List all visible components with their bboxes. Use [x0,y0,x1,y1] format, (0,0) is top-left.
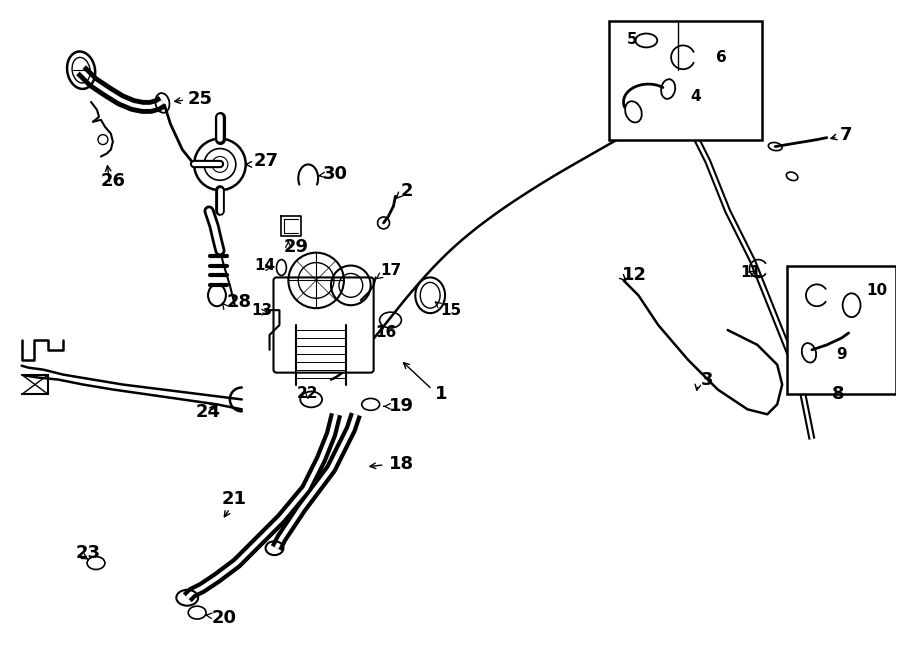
Text: 15: 15 [440,303,461,318]
Text: 23: 23 [76,544,100,562]
Text: 7: 7 [840,126,852,143]
Text: 20: 20 [212,609,237,627]
Text: 25: 25 [187,90,212,108]
Text: 8: 8 [832,385,844,403]
Text: 21: 21 [222,490,247,508]
Text: 17: 17 [381,263,401,278]
Text: 1: 1 [435,385,447,403]
Text: 14: 14 [255,258,275,273]
Text: 16: 16 [375,325,397,340]
Text: 2: 2 [400,182,413,200]
Text: 12: 12 [622,266,646,284]
Text: 3: 3 [701,371,714,389]
Text: 24: 24 [195,403,220,421]
Text: 29: 29 [284,238,309,256]
Text: 5: 5 [626,32,637,47]
Text: 4: 4 [690,89,700,104]
Text: 13: 13 [252,303,273,318]
Text: 19: 19 [389,397,413,415]
Text: 22: 22 [296,386,318,401]
FancyBboxPatch shape [274,278,373,373]
Text: 11: 11 [741,265,761,280]
Text: 30: 30 [323,165,348,183]
Text: 10: 10 [867,283,887,298]
Text: 6: 6 [716,50,726,65]
Text: 9: 9 [837,347,847,362]
Text: 26: 26 [101,173,126,190]
Text: 18: 18 [389,455,414,473]
Text: 28: 28 [227,293,252,311]
Bar [788,266,896,395]
Text: 27: 27 [254,153,279,171]
Bar [608,20,762,139]
